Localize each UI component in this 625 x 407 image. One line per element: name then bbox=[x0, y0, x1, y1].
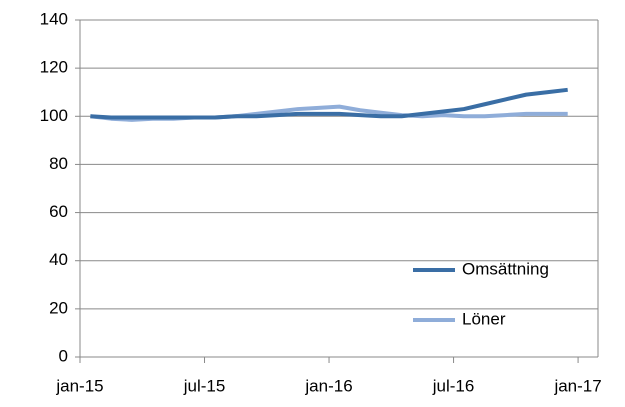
y-tick-label: 0 bbox=[59, 346, 68, 365]
y-tick-label: 80 bbox=[49, 154, 68, 173]
x-tick-label: jan-16 bbox=[304, 376, 352, 395]
x-tick-label: jan-15 bbox=[55, 376, 103, 395]
y-tick-label: 120 bbox=[40, 58, 68, 77]
y-tick-label: 140 bbox=[40, 9, 68, 28]
x-tick-label: jul-16 bbox=[432, 376, 475, 395]
x-tick-label: jul-15 bbox=[183, 376, 226, 395]
y-tick-label: 100 bbox=[40, 106, 68, 125]
y-tick-label: 20 bbox=[49, 298, 68, 317]
x-tick-label: jan-17 bbox=[553, 376, 601, 395]
y-tick-label: 40 bbox=[49, 250, 68, 269]
series-line bbox=[90, 87, 568, 120]
legend-label: Omsättning bbox=[462, 259, 549, 278]
y-tick-label: 60 bbox=[49, 202, 68, 221]
legend-label: Löner bbox=[462, 309, 506, 328]
